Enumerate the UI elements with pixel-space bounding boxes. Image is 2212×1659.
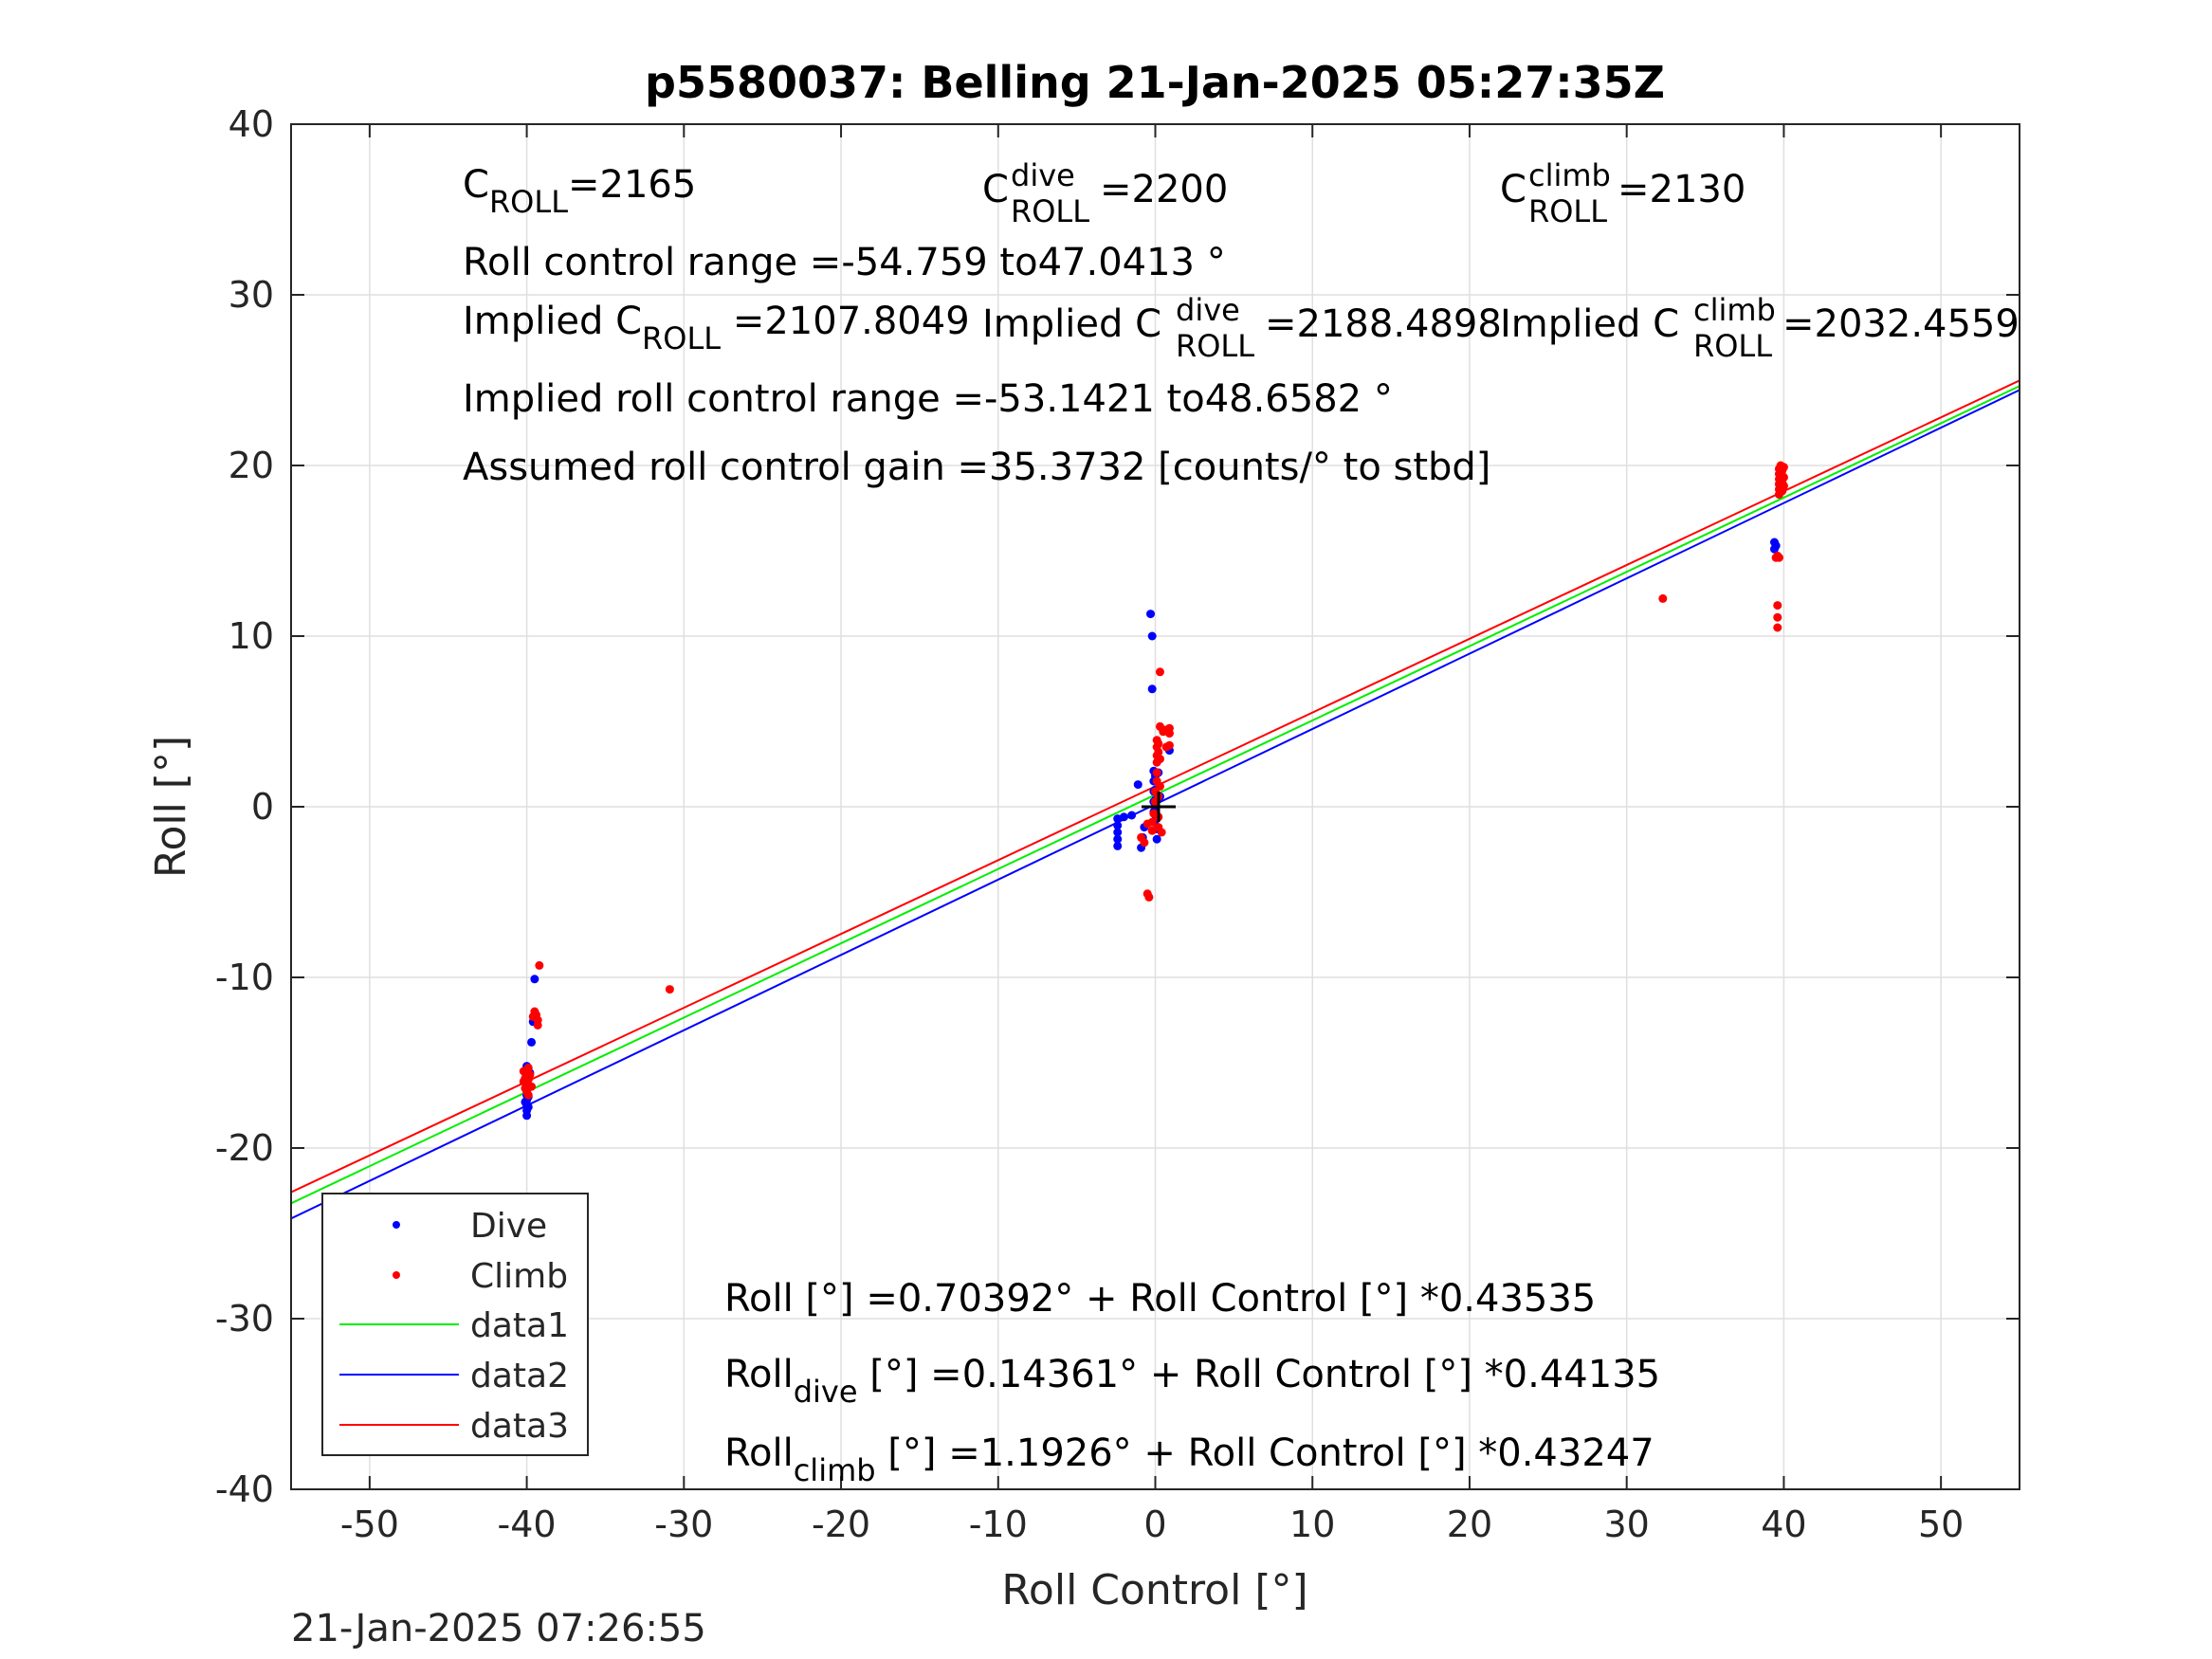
climb-point [1154,747,1163,757]
legend-label-data1: data1 [470,1306,569,1345]
dive-point [522,1111,532,1121]
dive-point [521,1097,530,1106]
dive-point [1119,812,1128,822]
y-tick-label: 30 [229,274,274,316]
climb-point [523,1090,533,1100]
climb-point [1164,729,1174,738]
y-tick-labels: -40 -30 -20 -10 0 10 20 30 40 [215,103,274,1510]
annotation-fit-climb: Rollclimb [°] =1.1926° + Roll Control [°… [724,1431,1654,1488]
legend-marker-climb [393,1271,400,1279]
x-tick-label: -50 [340,1504,399,1545]
origin-crosshair [1142,792,1176,822]
climb-point [1155,781,1164,791]
legend: Dive Climb data1 data2 data3 [321,1193,589,1456]
x-tick-label: -20 [812,1504,870,1545]
climb-point [1157,828,1166,837]
x-tick-label: 0 [1143,1504,1166,1545]
climb-point [527,1082,537,1091]
annotation-implied-croll-climb: Implied C climb ROLL =2032.4559 [1500,286,2020,366]
y-tick-label: -10 [215,957,274,998]
timestamp: 21-Jan-2025 07:26:55 [291,1607,706,1650]
y-tick-label: 20 [229,445,274,486]
legend-marker-dive [393,1221,400,1229]
y-axis-label: Roll [°] [147,736,195,878]
climb-point [1773,623,1782,632]
climb-points [519,461,1788,1100]
climb-point [1155,755,1164,764]
climb-point [1147,817,1157,827]
annotation-fit-dive: Rolldive [°] =0.14361° + Roll Control [°… [724,1353,1660,1410]
climb-point [522,1071,532,1081]
climb-point [1658,593,1668,603]
dive-point [1113,841,1123,850]
climb-point [1774,553,1783,562]
x-tick-label: 30 [1604,1504,1650,1545]
legend-label-data2: data2 [470,1357,569,1395]
annotations: CROLL=2165 C dive ROLL =2200 C climb ROL… [463,152,2020,1488]
y-tick-label: -40 [215,1468,274,1510]
y-tick-label: -30 [215,1298,274,1340]
climb-point [1155,667,1164,677]
y-tick-label: 10 [229,615,274,657]
x-tick-labels: -50 -40 -30 -20 -10 0 10 20 30 40 50 [340,1504,1964,1545]
ticks [291,123,2020,1490]
climb-point [1773,612,1782,622]
y-tick-label: -20 [215,1127,274,1169]
dive-point [527,1037,537,1047]
y-tick-label: 0 [251,786,274,828]
climb-point [1154,738,1163,748]
climb-point [533,1020,542,1030]
dive-point [1771,541,1781,551]
climb-point [1152,768,1161,777]
x-axis-label: Roll Control [°] [1001,1566,1307,1614]
x-tick-label: -40 [498,1504,557,1545]
annotation-implied-croll: Implied CROLL =2107.8049 [463,300,970,356]
annotation-implied-range: Implied roll control range =-53.1421 to4… [463,377,1393,421]
climb-point [1140,838,1149,848]
x-tick-label: -10 [969,1504,1028,1545]
annotation-croll-climb: C climb ROLL =2130 [1500,152,1746,231]
x-tick-label: -30 [654,1504,713,1545]
dive-point [530,975,539,984]
chart-title: p5580037: Belling 21-Jan-2025 05:27:35Z [645,57,1665,108]
climb-point [1773,601,1782,611]
climb-point [1164,740,1174,750]
climb-point [1779,463,1788,472]
dive-point [1113,821,1123,830]
climb-point [532,1011,541,1020]
climb-point [1779,482,1788,491]
annotation-fit-all: Roll [°] =0.70392° + Roll Control [°] *0… [724,1277,1596,1321]
dive-point [1152,834,1161,844]
x-tick-label: 50 [1918,1504,1964,1545]
x-tick-label: 20 [1447,1504,1492,1545]
x-tick-label: 40 [1761,1504,1806,1545]
dive-point [1133,780,1143,790]
legend-label-climb: Climb [470,1257,568,1296]
dive-point [1127,811,1137,820]
climb-point [1779,473,1788,483]
legend-label-dive: Dive [470,1207,547,1246]
dive-point [1113,834,1123,844]
climb-point [665,985,674,994]
dive-point [1113,828,1123,837]
annotation-croll-dive: C dive ROLL =2200 [982,152,1228,231]
annotation-range: Roll control range =-54.759 to47.0413 ° [463,241,1226,284]
annotation-croll: CROLL=2165 [463,163,696,220]
climb-point [535,960,544,970]
climb-point [1147,826,1157,835]
y-tick-label: 40 [229,103,274,145]
dive-point [1146,610,1156,619]
legend-label-data3: data3 [470,1407,569,1446]
annotation-implied-croll-dive: Implied C dive ROLL =2188.4898 [982,286,1502,366]
annotation-gain: Assumed roll control gain =35.3732 [coun… [463,446,1490,489]
x-tick-label: 10 [1289,1504,1335,1545]
dive-point [1147,631,1157,641]
climb-point [1144,892,1154,902]
dive-point [1147,684,1157,694]
climb-point [523,1063,533,1072]
